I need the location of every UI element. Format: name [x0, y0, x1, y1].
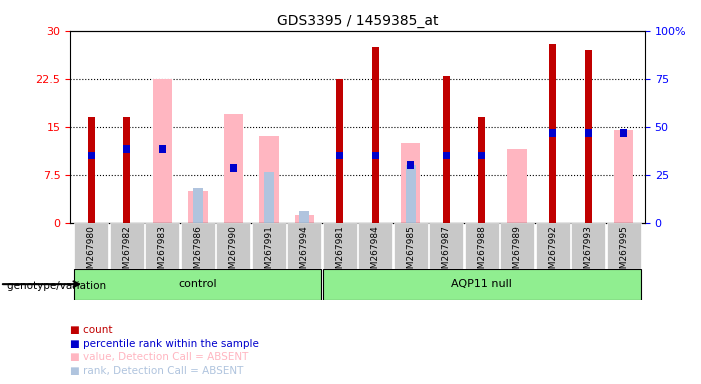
- Text: GSM267995: GSM267995: [619, 225, 628, 280]
- Text: ■ value, Detection Call = ABSENT: ■ value, Detection Call = ABSENT: [70, 352, 248, 362]
- Text: ■ rank, Detection Call = ABSENT: ■ rank, Detection Call = ABSENT: [70, 366, 243, 376]
- Bar: [299, 211, 309, 223]
- Text: GSM267990: GSM267990: [229, 225, 238, 280]
- Text: GSM267993: GSM267993: [584, 225, 592, 280]
- Bar: [123, 145, 130, 153]
- Bar: [224, 114, 243, 223]
- FancyBboxPatch shape: [74, 223, 109, 269]
- Bar: [294, 215, 314, 223]
- FancyBboxPatch shape: [429, 223, 463, 269]
- Text: GSM267983: GSM267983: [158, 225, 167, 280]
- FancyBboxPatch shape: [606, 223, 641, 269]
- Text: GSM267988: GSM267988: [477, 225, 486, 280]
- Text: GSM267982: GSM267982: [123, 225, 131, 280]
- Bar: [508, 149, 527, 223]
- Text: GSM267981: GSM267981: [335, 225, 344, 280]
- Text: ■ percentile rank within the sample: ■ percentile rank within the sample: [70, 339, 259, 349]
- Bar: [620, 129, 627, 137]
- Bar: [336, 152, 343, 159]
- Bar: [193, 187, 203, 223]
- Bar: [123, 117, 130, 223]
- Bar: [230, 164, 237, 172]
- Bar: [406, 165, 416, 223]
- FancyBboxPatch shape: [465, 223, 498, 269]
- Text: GSM267991: GSM267991: [264, 225, 273, 280]
- FancyBboxPatch shape: [181, 223, 215, 269]
- FancyBboxPatch shape: [252, 223, 286, 269]
- FancyBboxPatch shape: [145, 223, 179, 269]
- Bar: [443, 76, 449, 223]
- Bar: [585, 129, 592, 137]
- Bar: [478, 152, 485, 159]
- FancyBboxPatch shape: [500, 223, 534, 269]
- Bar: [336, 79, 343, 223]
- Text: genotype/variation: genotype/variation: [7, 281, 109, 291]
- Text: GSM267994: GSM267994: [300, 225, 308, 280]
- FancyBboxPatch shape: [322, 223, 357, 269]
- Text: ■ count: ■ count: [70, 325, 113, 335]
- Bar: [188, 191, 207, 223]
- FancyBboxPatch shape: [394, 223, 428, 269]
- Bar: [259, 136, 278, 223]
- Bar: [550, 129, 556, 137]
- Bar: [614, 130, 634, 223]
- Text: GSM267985: GSM267985: [407, 225, 415, 280]
- Bar: [372, 152, 379, 159]
- Bar: [153, 79, 172, 223]
- Bar: [264, 172, 273, 223]
- FancyBboxPatch shape: [110, 223, 144, 269]
- Bar: [407, 161, 414, 169]
- Bar: [443, 152, 449, 159]
- Bar: [88, 117, 95, 223]
- FancyBboxPatch shape: [217, 223, 250, 269]
- Text: AQP11 null: AQP11 null: [451, 279, 512, 289]
- Bar: [585, 50, 592, 223]
- FancyBboxPatch shape: [74, 269, 321, 300]
- FancyBboxPatch shape: [287, 223, 321, 269]
- Bar: [550, 43, 556, 223]
- Bar: [88, 152, 95, 159]
- Title: GDS3395 / 1459385_at: GDS3395 / 1459385_at: [277, 14, 438, 28]
- FancyBboxPatch shape: [536, 223, 570, 269]
- Text: GSM267984: GSM267984: [371, 225, 380, 280]
- Text: GSM267980: GSM267980: [87, 225, 96, 280]
- Text: GSM267987: GSM267987: [442, 225, 451, 280]
- FancyBboxPatch shape: [358, 223, 393, 269]
- Bar: [401, 143, 421, 223]
- Bar: [159, 145, 165, 153]
- Text: GSM267989: GSM267989: [512, 225, 522, 280]
- Text: GSM267992: GSM267992: [548, 225, 557, 280]
- Bar: [478, 117, 485, 223]
- Text: GSM267986: GSM267986: [193, 225, 203, 280]
- FancyBboxPatch shape: [322, 269, 641, 300]
- FancyBboxPatch shape: [571, 223, 605, 269]
- Bar: [372, 47, 379, 223]
- Text: control: control: [179, 279, 217, 289]
